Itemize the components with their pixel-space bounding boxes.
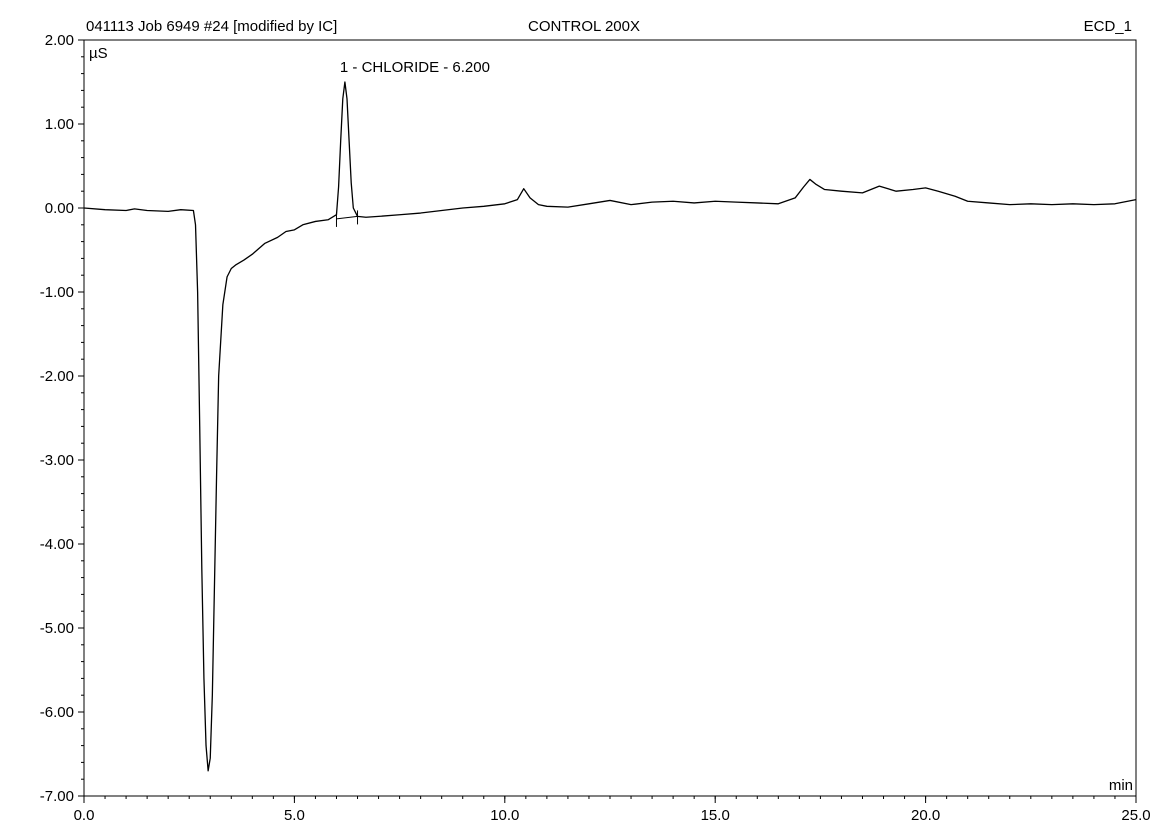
series-layer <box>83 81 1137 772</box>
x-tick-label: 5.0 <box>284 807 305 824</box>
y-axis-ticks: 2.00 1.00 0.00 -1.00 -2.00 -3.00 -4.00 -5.00 -6.… <box>40 32 84 805</box>
signal-trace <box>83 81 1137 772</box>
y-tick-label: -2.00 <box>40 368 74 385</box>
x-tick-label: 25.0 <box>1121 807 1150 824</box>
x-axis-ticks: 0.0 5.0 10.0 15.0 20.0 25.0 <box>74 796 1151 824</box>
x-tick-label: 0.0 <box>74 807 95 824</box>
y-tick-label: 0.00 <box>45 200 74 217</box>
channel-label: ECD_1 <box>1084 18 1132 35</box>
y-tick-label: -7.00 <box>40 788 74 805</box>
y-tick-label: -6.00 <box>40 704 74 721</box>
y-tick-label: -5.00 <box>40 620 74 637</box>
x-tick-label: 20.0 <box>911 807 940 824</box>
x-axis-label: min <box>1109 777 1133 794</box>
y-tick-label: -1.00 <box>40 284 74 301</box>
annotation-layer: 1 - CHLORIDE - 6.200 <box>340 59 490 76</box>
sample-name-label: CONTROL 200X <box>528 18 640 35</box>
peak-baseline <box>336 215 358 220</box>
y-tick-label: -4.00 <box>40 536 74 553</box>
run-id-label: 041113 Job 6949 #24 [modified by IC] <box>86 18 337 35</box>
x-tick-label: 15.0 <box>701 807 730 824</box>
peak-label: 1 - CHLORIDE - 6.200 <box>340 59 490 76</box>
y-axis-label: µS <box>89 45 108 62</box>
y-tick-label: 1.00 <box>45 116 74 133</box>
y-tick-label: 2.00 <box>45 32 74 49</box>
x-tick-label: 10.0 <box>490 807 519 824</box>
plot-frame <box>83 39 1137 797</box>
y-tick-label: -3.00 <box>40 452 74 469</box>
